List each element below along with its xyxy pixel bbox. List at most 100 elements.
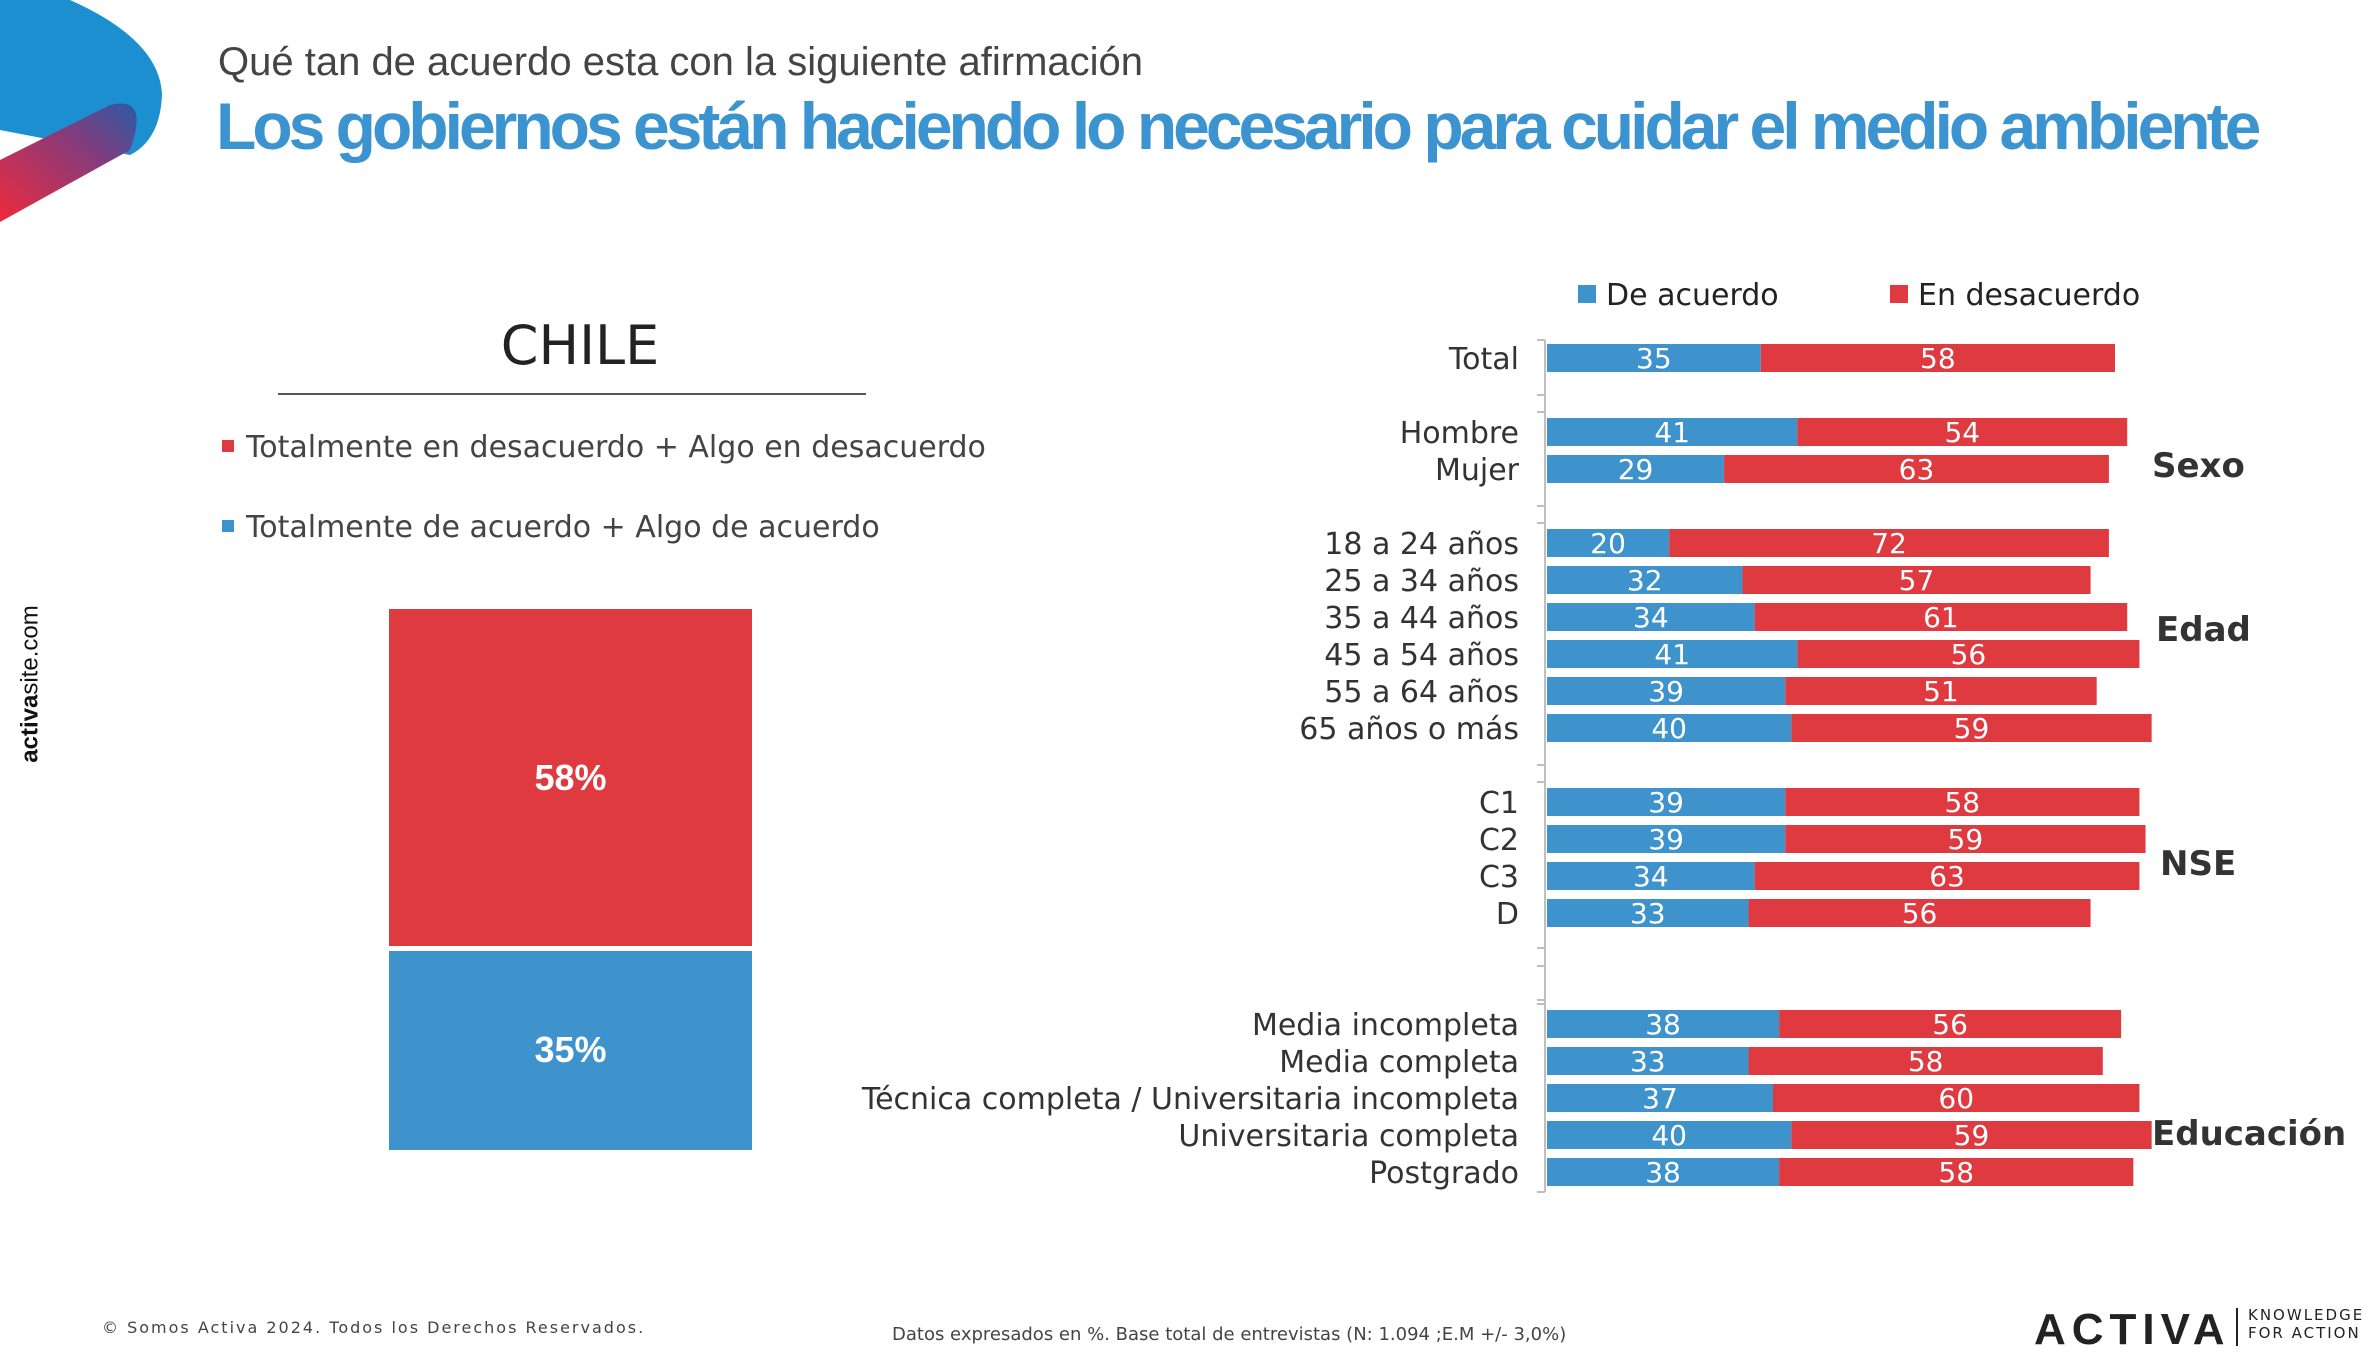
bar-agree-label: 38 — [1645, 1156, 1681, 1189]
bar-disagree-label: 56 — [1951, 638, 1987, 671]
category-label: Hombre — [1400, 416, 1519, 451]
category-label: Postgrado — [1369, 1156, 1519, 1191]
legend-label-agree: Totalmente de acuerdo + Algo de acuerdo — [246, 510, 880, 545]
bar-disagree — [1797, 418, 2128, 446]
chile-bar-agree-label: 35% — [534, 1029, 607, 1070]
legend-item-disagree: Totalmente en desacuerdo + Algo en desac… — [222, 430, 986, 465]
bar-agree-label: 40 — [1651, 1119, 1687, 1152]
category-label: Universitaria completa — [1178, 1119, 1519, 1154]
category-label: C1 — [1479, 786, 1519, 821]
chile-bar-agree: 35% — [389, 951, 752, 1150]
bar-agree — [1547, 640, 1798, 668]
bar-agree — [1547, 714, 1792, 742]
bar-disagree — [1791, 714, 2152, 742]
bar-agree — [1547, 1084, 1773, 1112]
bar-disagree-label: 58 — [1920, 342, 1956, 375]
chile-bar-disagree-label: 58% — [534, 757, 607, 798]
bar-agree-label: 20 — [1590, 527, 1626, 560]
chart-subtitle: Qué tan de acuerdo esta con la siguiente… — [218, 40, 1144, 84]
bar-disagree-label: 56 — [1902, 897, 1938, 930]
country-divider — [278, 393, 866, 395]
legend-item-agree: Totalmente de acuerdo + Algo de acuerdo — [222, 510, 880, 545]
bar-agree — [1547, 529, 1670, 557]
bar-agree-label: 34 — [1633, 601, 1669, 634]
brand-separator — [2236, 1308, 2238, 1346]
bar-agree — [1547, 455, 1725, 483]
group-label-educacion: Educación — [2152, 1114, 2347, 1154]
bar-disagree — [1797, 640, 2140, 668]
bar-disagree — [1754, 603, 2128, 631]
bar-disagree-label: 54 — [1944, 416, 1980, 449]
bar-agree — [1547, 1121, 1792, 1149]
bar-agree-label: 34 — [1633, 860, 1669, 893]
bar-agree-label: 33 — [1630, 1045, 1666, 1078]
bar-agree — [1547, 677, 1786, 705]
chart-legend-label-disagree: En desacuerdo — [1918, 278, 2141, 313]
bar-agree — [1547, 344, 1761, 372]
bar-disagree-label: 56 — [1932, 1008, 1968, 1041]
bar-agree — [1547, 1047, 1749, 1075]
bar-disagree-label: 59 — [1954, 1119, 1990, 1152]
chart-title: Los gobiernos están haciendo lo necesari… — [216, 89, 2261, 163]
chart-legend-swatch-agree — [1578, 284, 1596, 303]
bar-agree-label: 41 — [1654, 638, 1690, 671]
bar-disagree-label: 58 — [1944, 786, 1980, 819]
bar-disagree — [1748, 1047, 2103, 1075]
brand-tagline-line2: FOR ACTION — [2248, 1324, 2361, 1342]
brand-tagline-line1: KNOWLEDGE — [2248, 1306, 2365, 1324]
category-label: Técnica completa / Universitaria incompl… — [861, 1082, 1519, 1117]
bar-agree-label: 37 — [1642, 1082, 1678, 1115]
group-label-sexo: Sexo — [2152, 446, 2245, 486]
bar-disagree-label: 63 — [1899, 453, 1935, 486]
bar-disagree — [1742, 566, 2091, 594]
bar-disagree — [1785, 788, 2140, 816]
category-label: Mujer — [1435, 453, 1520, 488]
activa-brand-logo: ACTIVA — [2034, 1305, 2231, 1354]
legend-swatch-agree — [222, 519, 234, 532]
bar-disagree — [1785, 677, 2097, 705]
bar-disagree-label: 59 — [1948, 823, 1984, 856]
bar-agree-label: 29 — [1618, 453, 1654, 486]
category-label: 25 a 34 años — [1324, 564, 1519, 599]
category-label: 55 a 64 años — [1324, 675, 1519, 710]
category-label: 65 años o más — [1299, 712, 1519, 747]
bar-disagree-label: 60 — [1938, 1082, 1974, 1115]
bar-agree-label: 35 — [1636, 342, 1672, 375]
bar-agree-label: 33 — [1630, 897, 1666, 930]
bar-disagree — [1785, 825, 2146, 853]
bar-disagree-label: 51 — [1923, 675, 1959, 708]
category-label: D — [1496, 897, 1519, 932]
bar-disagree — [1748, 899, 2091, 927]
category-label: Media incompleta — [1252, 1008, 1519, 1043]
footnote-text: Datos expresados en %. Base total de ent… — [892, 1324, 1567, 1345]
bar-disagree — [1791, 1121, 2152, 1149]
bar-disagree — [1669, 529, 2109, 557]
bar-agree-label: 38 — [1645, 1008, 1681, 1041]
copyright-text: © Somos Activa 2024. Todos los Derechos … — [102, 1318, 646, 1337]
bar-agree-label: 40 — [1651, 712, 1687, 745]
bar-agree-label: 39 — [1648, 786, 1684, 819]
bar-disagree — [1779, 1158, 2134, 1186]
group-label-edad: Edad — [2156, 610, 2251, 650]
category-label: 35 a 44 años — [1324, 601, 1519, 636]
category-label: Media completa — [1279, 1045, 1519, 1080]
chart-legend-label-agree: De acuerdo — [1606, 278, 1779, 313]
bar-agree-label: 39 — [1648, 823, 1684, 856]
bar-disagree-label: 58 — [1938, 1156, 1974, 1189]
bar-agree — [1547, 566, 1743, 594]
bar-disagree-label: 63 — [1929, 860, 1965, 893]
group-label-nse: NSE — [2160, 844, 2237, 884]
bar-disagree-label: 59 — [1954, 712, 1990, 745]
bar-agree — [1547, 418, 1798, 446]
bar-disagree — [1760, 344, 2115, 372]
bar-agree — [1547, 1010, 1780, 1038]
chile-bar-disagree: 58% — [389, 609, 752, 946]
legend-label-disagree: Totalmente en desacuerdo + Algo en desac… — [246, 430, 986, 465]
bar-disagree-label: 57 — [1899, 564, 1935, 597]
bar-agree — [1547, 862, 1755, 890]
bar-agree — [1547, 825, 1786, 853]
chart-legend-agree: De acuerdo — [1578, 278, 1779, 313]
bar-agree — [1547, 788, 1786, 816]
bar-agree-label: 32 — [1627, 564, 1663, 597]
